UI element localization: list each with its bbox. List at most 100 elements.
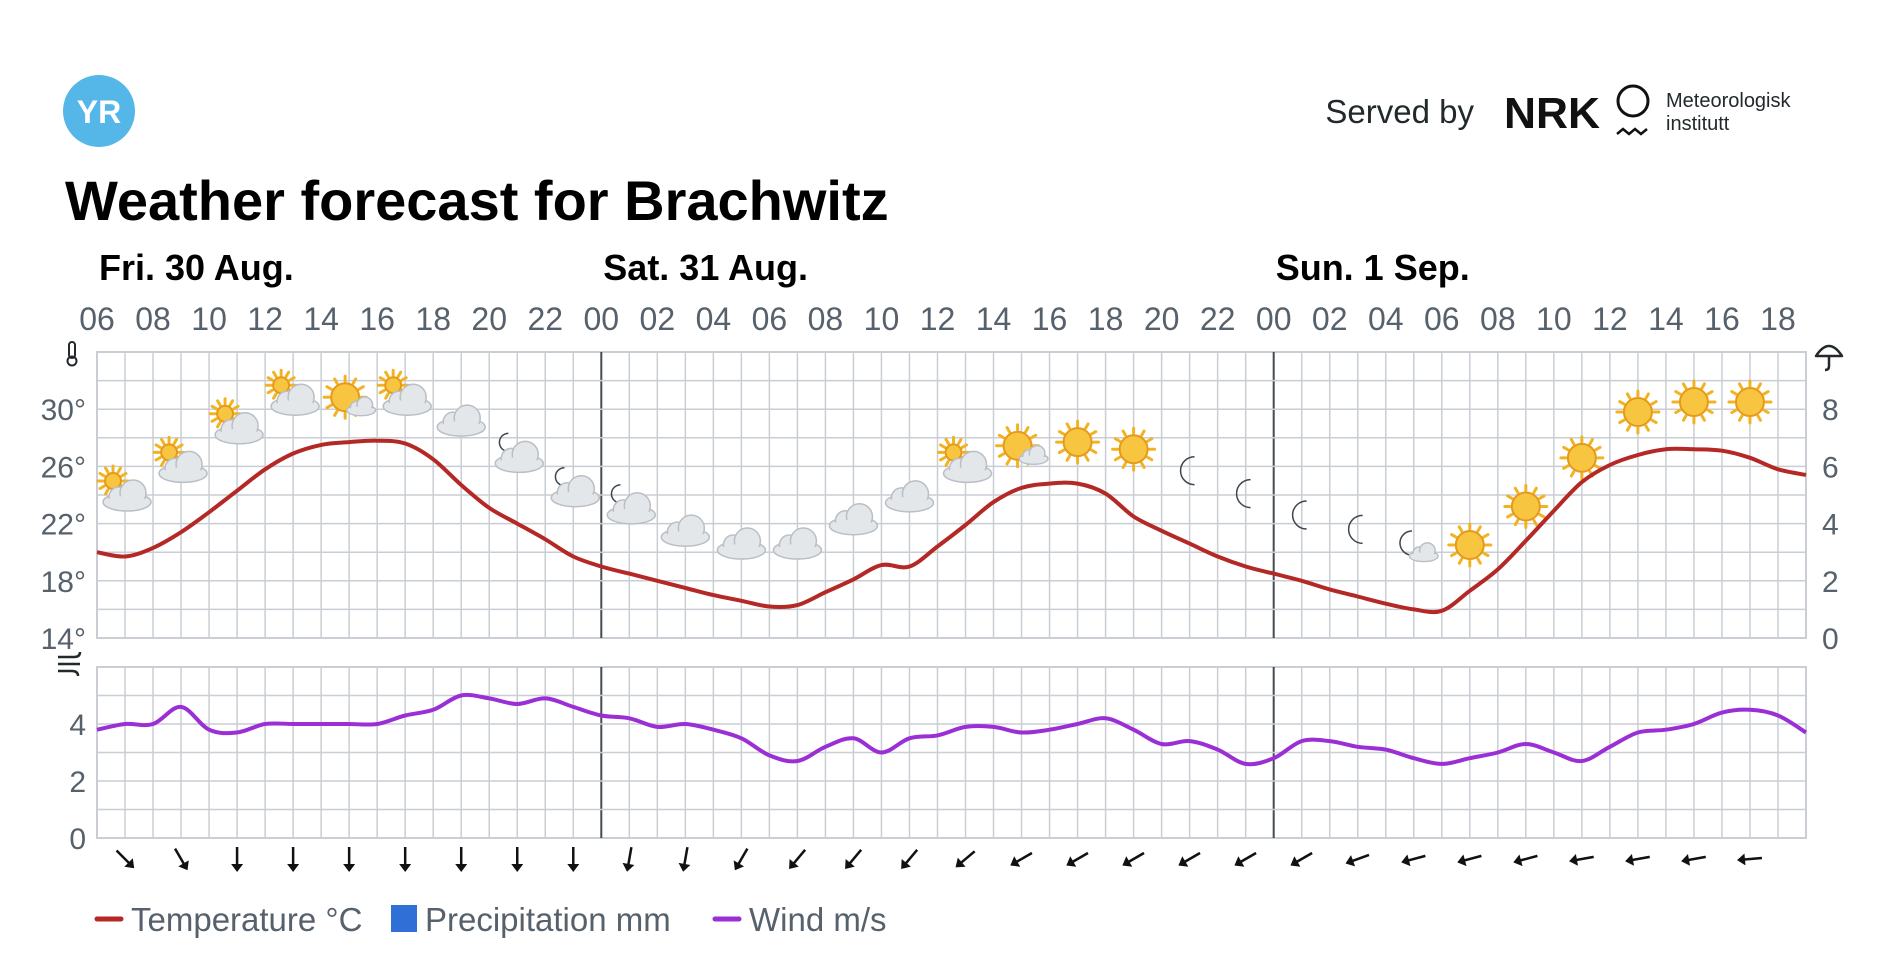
temperature-tick-label: 14° [41,623,86,656]
legend-label: Precipitation mm [425,901,671,938]
precipitation-tick-label: 6 [1822,451,1839,484]
clear-night-icon [1291,500,1307,530]
precipitation-tick-label: 2 [1822,566,1839,599]
clear-day-icon [1559,435,1605,481]
cloudy-icon [436,404,486,437]
wind-direction-arrow [511,847,524,872]
wind-direction-arrow [1010,851,1033,867]
wind-tick-label: 4 [69,709,86,742]
wind-tick-label: 0 [69,823,86,856]
hour-tick-label: 12 [247,301,283,337]
hour-tick-label: 08 [135,301,171,337]
wind-direction-arrow [1625,853,1650,866]
hour-tick-label: 18 [1760,301,1796,337]
wind-direction-arrow [1122,851,1145,867]
fair-night-icon [1399,530,1439,563]
wind-direction-arrow [567,847,580,872]
wind-direction-arrow [115,849,135,869]
wind-direction-arrow [1513,854,1538,867]
wind-axis: 0 2 4 [69,709,86,856]
wind-direction-arrow [1681,853,1706,866]
wind-direction-arrow [399,847,412,872]
wind-direction-arrow [678,846,691,872]
hour-tick-label: 04 [1368,301,1404,337]
clear-day-icon [1727,379,1773,425]
cloudy-icon [660,514,711,547]
wind-direction-arrow [622,846,635,872]
partly-cloudy-night-icon [550,466,601,508]
hour-tick-label: 18 [1088,301,1124,337]
partly-cloudy-day-icon [376,368,432,416]
clear-day-icon [1503,483,1549,529]
wind-direction-arrow [1457,854,1482,867]
cloudy-icon [716,527,767,560]
wind-direction-arrow [1569,853,1594,866]
yr-logo[interactable]: YR [63,75,135,147]
met-name-line1: Meteorologisk [1666,90,1792,112]
wind-direction-arrows [115,846,1763,872]
clear-day-icon [1055,419,1101,465]
wind-direction-arrow [231,847,244,872]
legend-item: Temperature °C [94,901,362,938]
temperature-tick-label: 26° [41,451,86,484]
hour-axis: 06 08 10 12 14 16 18 20 22 00 02 04 06 08 10 12 14 16 18 20… [79,301,1796,337]
thermometer-icon [66,341,78,367]
served-by-label: Served by [1325,93,1474,130]
precipitation-tick-label: 4 [1822,509,1839,542]
legend-item: Wind m/s [712,901,887,938]
wind-direction-arrow [1234,851,1257,867]
hour-tick-label: 06 [1424,301,1460,337]
hour-tick-label: 04 [696,301,732,337]
day-label: Sat. 31 Aug. [603,247,808,288]
hour-tick-label: 22 [1200,301,1236,337]
hour-tick-label: 16 [1704,301,1740,337]
wind-direction-arrow [1345,853,1370,867]
legend-item: Precipitation mm [391,901,671,938]
hour-tick-label: 18 [415,301,451,337]
hour-tick-label: 22 [527,301,563,337]
hour-tick-label: 06 [79,301,115,337]
wind-direction-arrow [173,847,189,871]
fair-day-icon [322,374,377,420]
hour-tick-label: 10 [191,301,227,337]
hour-tick-label: 12 [920,301,956,337]
hour-tick-label: 20 [471,301,507,337]
partly-cloudy-night-icon [494,432,544,474]
precipitation-axis: 0 2 4 6 8 [1822,394,1839,656]
wind-direction-arrow [343,847,356,872]
wind-direction-arrow [845,849,863,869]
weather-symbols [96,368,1773,568]
temperature-tick-label: 30° [41,394,86,427]
partly-cloudy-day-icon [937,435,993,484]
wind-direction-arrow [1401,854,1426,867]
hour-tick-label: 12 [1592,301,1628,337]
day-label: Sun. 1 Sep. [1276,247,1470,288]
temperature-line [96,438,1807,615]
cloudy-icon [884,480,935,513]
clear-day-icon [1615,389,1661,435]
day-labels: Fri. 30 Aug. Sat. 31 Aug. Sun. 1 Sep. [99,247,1470,288]
hour-tick-label: 02 [640,301,676,337]
precipitation-tick-label: 8 [1822,394,1839,427]
wind-direction-arrow [733,847,749,871]
wind-tick-label: 2 [69,766,86,799]
temperature-tick-label: 22° [41,509,86,542]
clear-day-icon [1447,522,1493,568]
hour-tick-label: 14 [1648,301,1684,337]
umbrella-icon [1814,344,1844,372]
legend-label: Wind m/s [749,901,887,938]
met-logo[interactable]: Meteorologisk institutt [1616,84,1792,136]
hour-tick-label: 14 [976,301,1012,337]
wind-direction-arrow [1290,851,1313,867]
hour-tick-label: 08 [808,301,844,337]
nrk-logo[interactable]: NRK [1504,89,1600,138]
wind-direction-arrow [455,847,468,872]
hour-tick-label: 10 [864,301,900,337]
hour-tick-label: 16 [359,301,395,337]
cloudy-icon [772,527,823,560]
partly-cloudy-day-icon [152,435,208,484]
wind-direction-arrow [1737,853,1763,866]
legend-label: Temperature °C [131,901,362,938]
wind-direction-arrow [955,850,976,868]
